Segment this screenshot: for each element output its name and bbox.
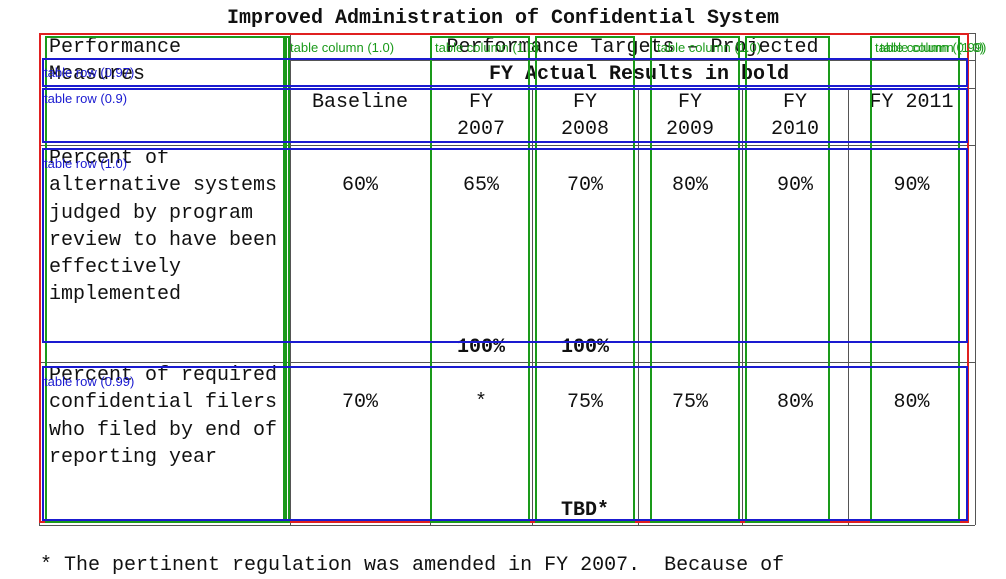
column-header: FY 2007 <box>456 91 506 141</box>
value-cell: 70% <box>341 391 378 414</box>
overlay-label: table column (1.0) <box>290 40 395 55</box>
overlay-label: table column (1.0) <box>435 40 540 55</box>
table-border <box>39 525 975 526</box>
overlay-label: table row (0.9) <box>44 91 128 106</box>
col-line <box>742 88 743 525</box>
row-line <box>39 145 975 146</box>
value-cell: 80% <box>671 174 708 197</box>
overlay-label: table row (0.99) <box>44 374 135 389</box>
col-line <box>39 33 40 525</box>
column-header: FY 2010 <box>770 91 820 141</box>
header-cell: Performance Measures <box>49 36 194 86</box>
actual-cell: TBD* <box>560 499 609 522</box>
column-header: Baseline <box>311 91 408 114</box>
value-cell: * <box>474 391 487 414</box>
value-cell: 80% <box>893 391 930 414</box>
col-line <box>290 33 291 525</box>
doc-title: Improved Administration of Confidential … <box>226 7 780 30</box>
value-cell: 75% <box>566 391 603 414</box>
measure-cell: Percent of required confidential filers … <box>49 364 290 469</box>
column-header: FY 2011 <box>869 91 954 114</box>
overlay-label: table row (0.97) <box>44 65 135 80</box>
actual-cell: 100% <box>560 336 609 359</box>
value-cell: 90% <box>893 174 930 197</box>
col-line <box>532 88 533 525</box>
measure-cell: Percent of alternative systems judged by… <box>49 147 290 307</box>
overlay-label: table row (1.0) <box>44 156 128 171</box>
value-cell: 70% <box>566 174 603 197</box>
col-line <box>975 33 976 525</box>
value-cell: 75% <box>671 391 708 414</box>
overlay-label: table column (0.99) <box>875 40 987 55</box>
overlay-label: table column (1.0) <box>657 40 762 55</box>
column-header: FY 2009 <box>665 91 715 141</box>
col-line <box>848 88 849 525</box>
value-cell: 90% <box>776 174 813 197</box>
value-cell: 65% <box>462 174 499 197</box>
footnote: * The pertinent regulation was amended i… <box>40 554 785 577</box>
overlay-label: table column (1.0) <box>880 40 985 55</box>
header-cell: Performance Targets – Projected <box>446 36 819 59</box>
row-line <box>39 362 975 363</box>
header-cell: FY Actual Results in bold <box>488 63 790 86</box>
value-cell: 80% <box>776 391 813 414</box>
value-cell: 60% <box>341 174 378 197</box>
actual-cell: 100% <box>456 336 505 359</box>
col-line <box>430 88 431 525</box>
row-line <box>290 60 975 61</box>
column-header: FY 2008 <box>560 91 610 141</box>
col-line <box>638 88 639 525</box>
